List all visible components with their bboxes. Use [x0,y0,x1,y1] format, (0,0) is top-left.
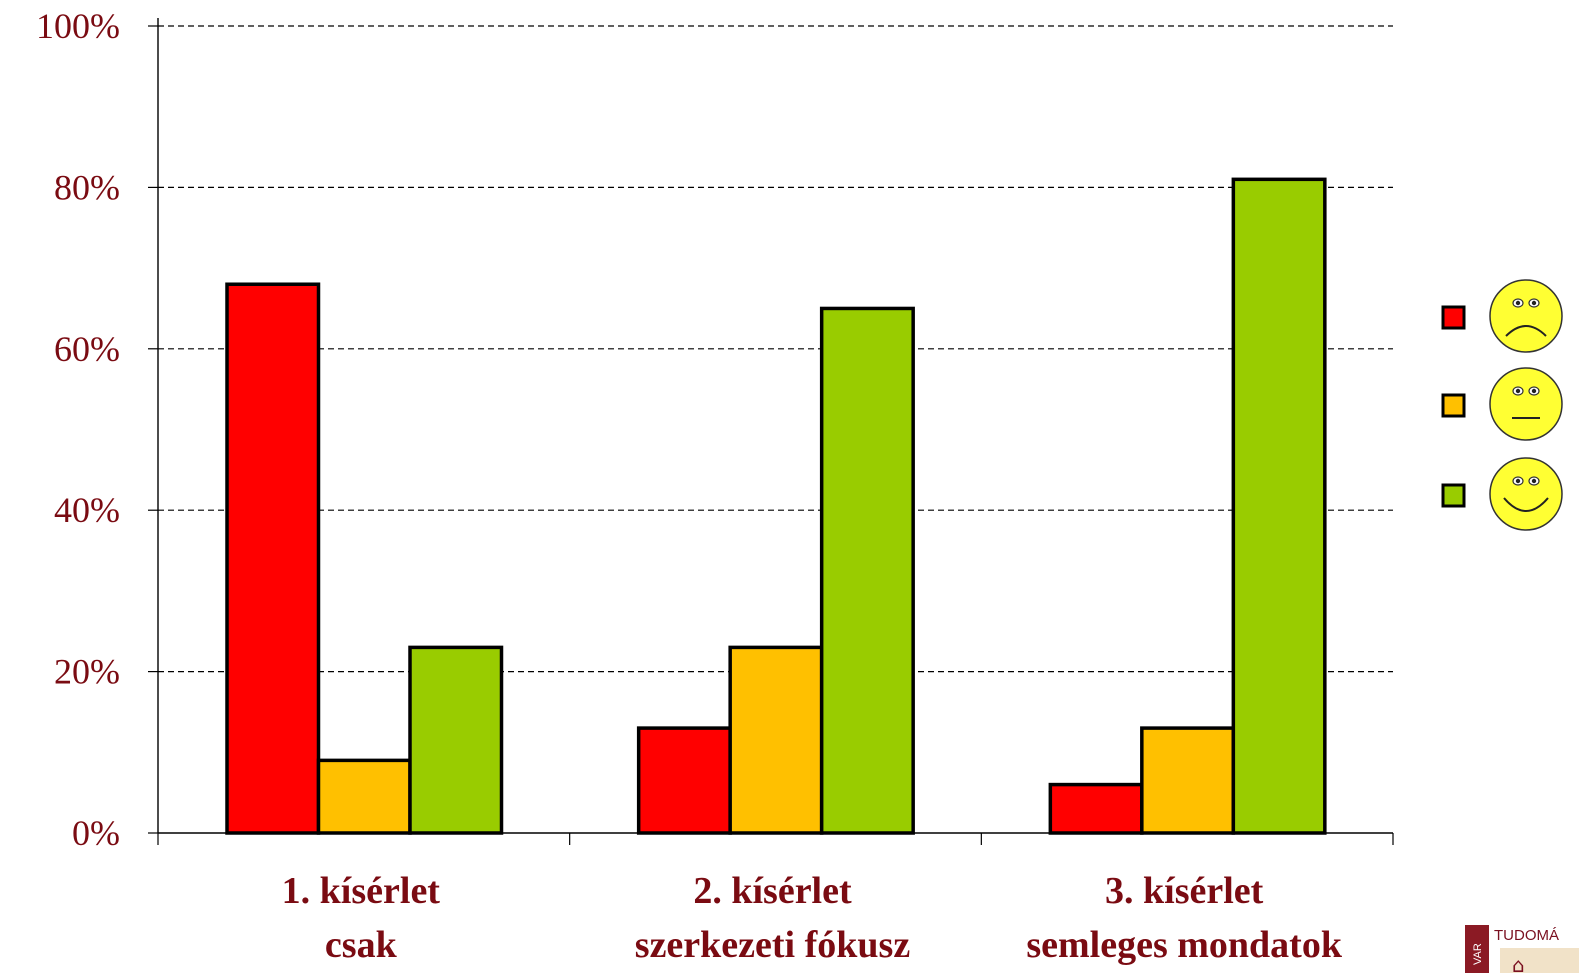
y-tick-label: 80% [54,167,120,207]
x-category-label: 3. kísérlet [1105,870,1264,912]
logo-crest [1500,948,1579,973]
logo-bar [1465,925,1489,973]
y-axis-tick-labels: 0% 20% 40% 60% 80% 100% [36,6,120,853]
logo-crest-glyph: ⌂ [1512,953,1525,973]
bar-happy-face-1 [408,645,504,835]
bar-neutral-face-3 [1140,726,1236,835]
gridlines [158,25,1393,673]
bar-neutral-face-1 [316,758,412,835]
x-category-label: csak [325,924,398,966]
bar-sad-face-2 [636,726,732,835]
x-category-label: semleges mondatok [1026,924,1342,966]
x-category-label: szerkezeti fókusz [635,924,911,966]
sad-face-icon [1489,279,1563,353]
bar-sad-face-1 [225,282,321,835]
logo-text: TUDOMÁ [1494,927,1559,944]
bar-happy-face-2 [819,306,915,835]
legend-swatch [1441,305,1466,330]
x-axis-category-labels: 1. kísérlet csak 2. kísérlet szerkezeti fók… [282,870,1343,966]
y-tick-label: 0% [72,813,120,853]
bars [225,177,1327,835]
x-category-label: 2. kísérlet [693,870,852,912]
y-tick-label: 100% [36,6,120,46]
happy-face-icon [1489,457,1563,531]
university-logo: VAR TUDOMÁ ⌂ [1465,925,1579,973]
legend-swatch [1441,393,1466,418]
legend [1441,279,1563,531]
y-tick-label: 20% [54,652,120,692]
x-category-label: 1. kísérlet [282,870,441,912]
bar-neutral-face-2 [728,645,824,835]
bar-happy-face-3 [1231,177,1327,835]
y-tick-label: 40% [54,490,120,530]
y-tick-label: 60% [54,329,120,369]
legend-swatch [1441,483,1466,508]
neutral-face-icon [1489,367,1563,441]
logo-side-text: VAR [1472,943,1484,965]
bar-sad-face-3 [1048,782,1144,835]
